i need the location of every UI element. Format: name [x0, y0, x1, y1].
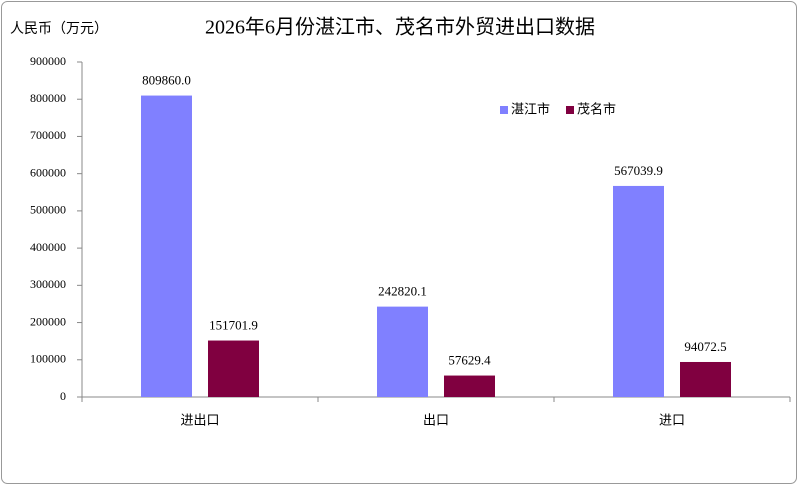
x-tick-label: 进口 [659, 414, 685, 429]
y-tick-label: 200000 [30, 314, 66, 328]
data-label: 809860.0 [142, 73, 191, 88]
y-tick-label: 0 [60, 389, 66, 403]
data-label: 567039.9 [614, 163, 663, 178]
bar [377, 306, 428, 397]
chart-title: 2026年6月份湛江市、茂名市外贸进出口数据 [205, 16, 595, 39]
data-label: 57629.4 [448, 353, 491, 368]
x-tick-label: 出口 [423, 414, 449, 429]
y-tick-label: 100000 [30, 352, 66, 366]
y-tick-label: 800000 [30, 91, 66, 105]
bar [680, 361, 731, 397]
data-label: 242820.1 [378, 284, 427, 299]
legend-label: 湛江市 [511, 102, 550, 118]
data-label: 94072.5 [684, 339, 726, 354]
y-tick-label: 700000 [30, 128, 66, 142]
legend-label: 茂名市 [577, 102, 616, 118]
legend-swatch [500, 106, 508, 114]
y-tick-label: 400000 [30, 240, 66, 254]
y-tick-label: 500000 [30, 203, 66, 217]
legend-swatch [566, 106, 574, 114]
y-axis-label: 人民币（万元） [10, 21, 108, 37]
x-tick-label: 进出口 [180, 414, 219, 429]
bar [613, 185, 664, 397]
bar [444, 375, 495, 397]
y-tick-label: 300000 [30, 277, 66, 291]
data-label: 151701.9 [209, 318, 258, 333]
bar [208, 340, 259, 397]
bar [141, 95, 192, 397]
y-tick-label: 900000 [30, 54, 66, 68]
y-tick-label: 600000 [30, 165, 66, 179]
